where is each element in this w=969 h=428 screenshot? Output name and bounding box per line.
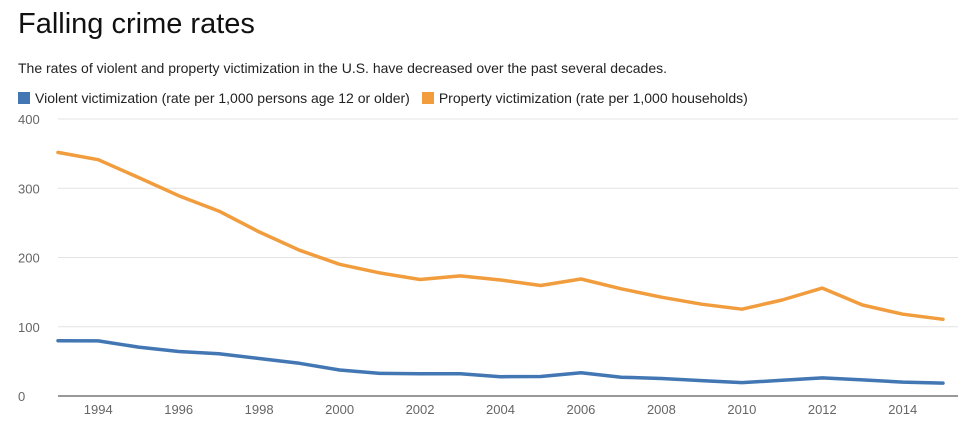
- y-tick-label: 300: [18, 181, 40, 196]
- y-tick-label: 400: [18, 112, 40, 127]
- chart-subtitle: The rates of violent and property victim…: [18, 60, 668, 76]
- x-tick-label: 2000: [325, 402, 354, 417]
- x-tick-label: 1998: [245, 402, 274, 417]
- x-tick-label: 2008: [647, 402, 676, 417]
- x-tick-label: 1994: [84, 402, 113, 417]
- legend-item-violent[interactable]: Violent victimization (rate per 1,000 pe…: [18, 90, 410, 106]
- x-tick-label: 1996: [164, 402, 193, 417]
- legend-label-property: Property victimization (rate per 1,000 h…: [438, 90, 748, 106]
- x-tick-label: 2012: [808, 402, 837, 417]
- series-line-violent[interactable]: [56, 338, 945, 385]
- series-line-property[interactable]: [56, 150, 945, 322]
- legend-item-property[interactable]: Property victimization (rate per 1,000 h…: [421, 90, 748, 106]
- x-tick-label: 2004: [486, 402, 515, 417]
- x-tick-label: 2006: [566, 402, 595, 417]
- legend-label-violent: Violent victimization (rate per 1,000 pe…: [35, 90, 410, 106]
- y-tick-label: 0: [18, 389, 25, 404]
- y-tick-label: 200: [18, 251, 40, 266]
- chart-title: Falling crime rates: [18, 8, 255, 40]
- legend-swatch-violent: [18, 92, 30, 104]
- x-tick-label: 2002: [406, 402, 435, 417]
- legend-swatch-property: [421, 92, 434, 104]
- x-tick-label: 2014: [888, 402, 917, 417]
- legend: Violent victimization (rate per 1,000 pe…: [18, 90, 760, 106]
- y-tick-label: 100: [18, 320, 40, 335]
- x-tick-label: 2010: [727, 402, 756, 417]
